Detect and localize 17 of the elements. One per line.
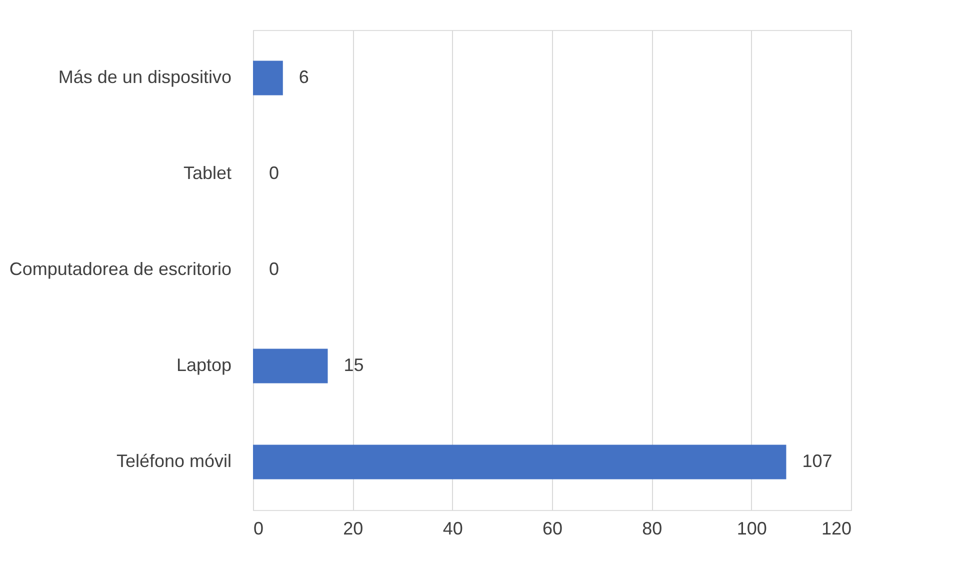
x-tick-label: 0 <box>254 518 264 538</box>
y-tick-label: Más de un dispositivo <box>58 67 232 87</box>
data-label: 15 <box>344 355 364 375</box>
y-tick-label: Teléfono móvil <box>116 451 232 471</box>
x-tick-label: 60 <box>542 518 563 538</box>
x-tick-label: 100 <box>736 518 767 538</box>
y-tick-label: Laptop <box>176 355 232 375</box>
data-label: 6 <box>298 67 309 87</box>
x-tick-label: 20 <box>343 518 364 538</box>
data-label: 107 <box>802 451 832 471</box>
x-tick-label: 40 <box>442 518 463 538</box>
y-tick-label: Computadorea de escritorio <box>9 259 232 279</box>
y-tick-label: Tablet <box>183 163 232 183</box>
x-tick-label: 80 <box>642 518 662 538</box>
data-label: 0 <box>269 259 280 279</box>
data-label: 0 <box>269 163 280 183</box>
x-tick-label: 120 <box>821 518 852 538</box>
